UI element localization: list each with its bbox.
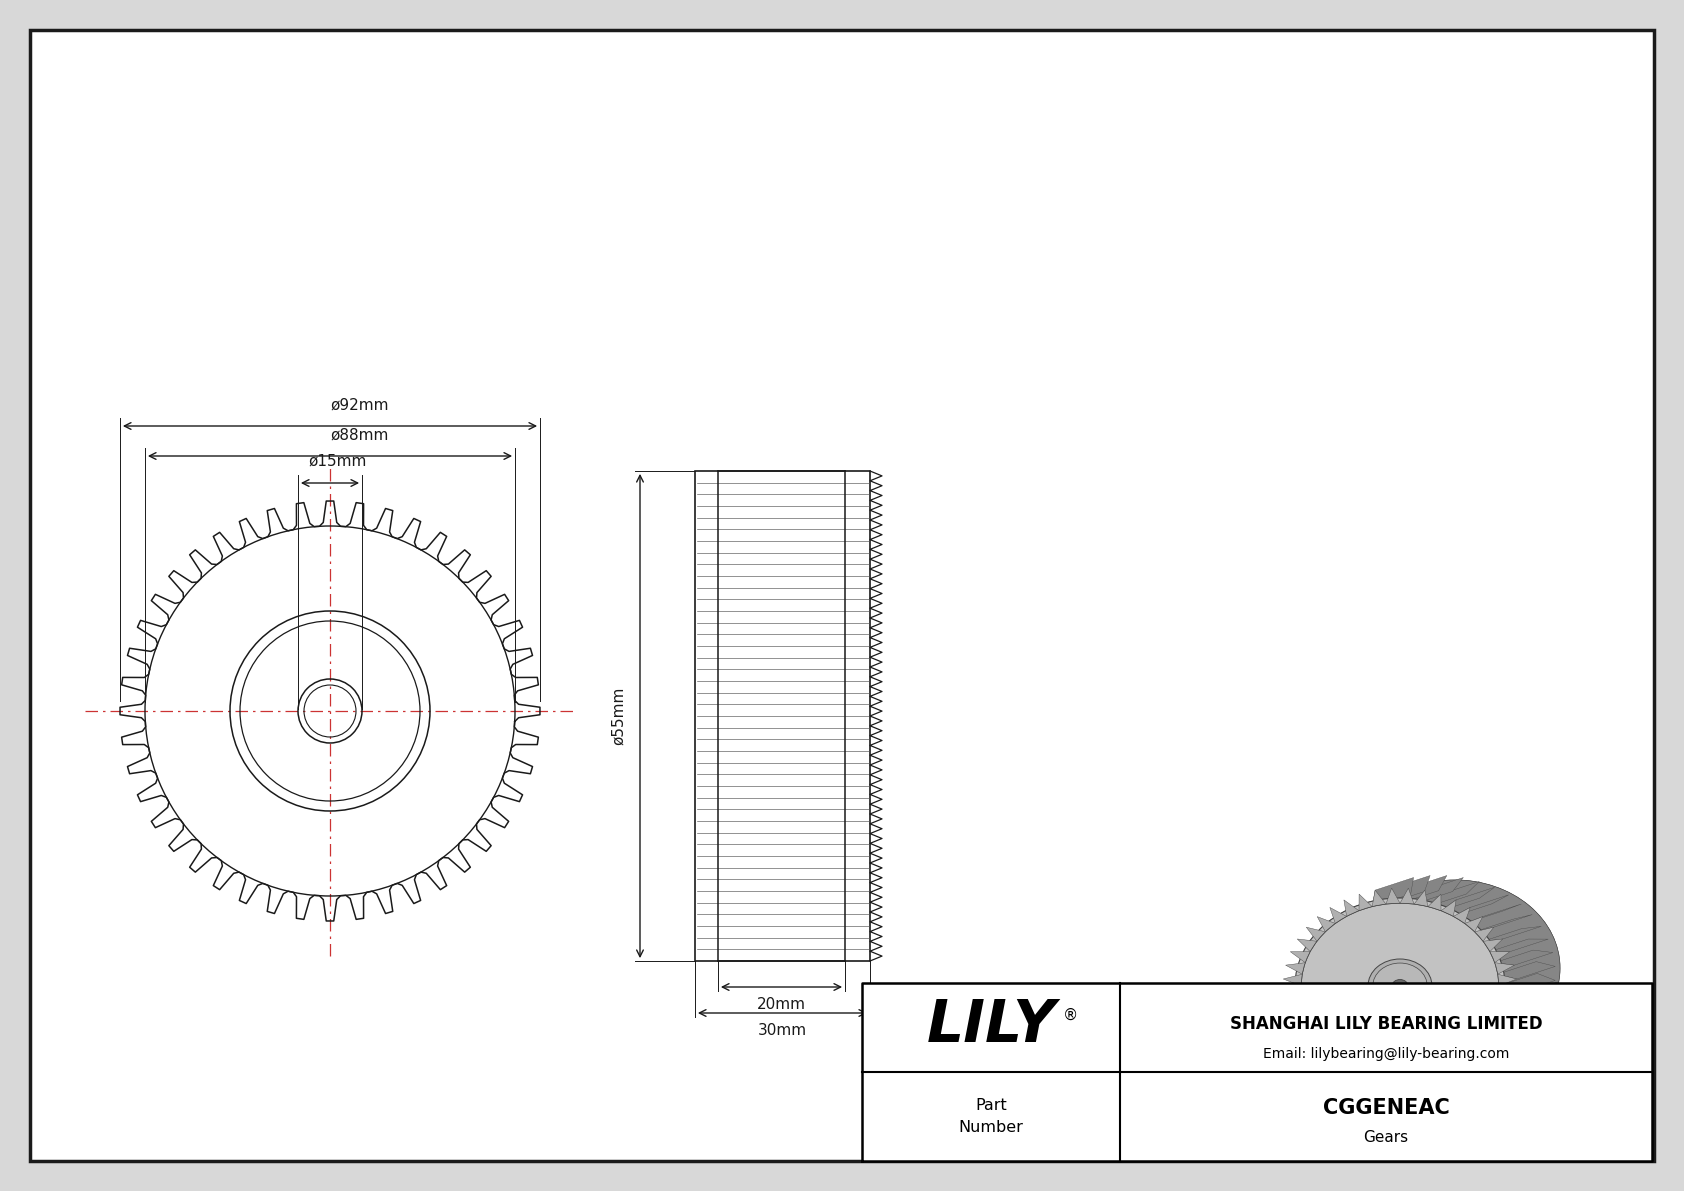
Polygon shape xyxy=(1297,939,1317,952)
Polygon shape xyxy=(1465,904,1521,923)
Text: ®: ® xyxy=(1063,1008,1078,1023)
Text: SHANGHAI LILY BEARING LIMITED: SHANGHAI LILY BEARING LIMITED xyxy=(1229,1015,1543,1033)
Polygon shape xyxy=(1490,952,1509,962)
Ellipse shape xyxy=(1393,979,1408,992)
Polygon shape xyxy=(1307,880,1559,999)
Text: Part
Number: Part Number xyxy=(958,1098,1024,1135)
Polygon shape xyxy=(1495,962,1514,974)
Text: Gears: Gears xyxy=(1364,1130,1408,1146)
Polygon shape xyxy=(1330,908,1347,923)
Polygon shape xyxy=(1290,1009,1310,1021)
Polygon shape xyxy=(1372,890,1386,906)
Polygon shape xyxy=(1453,908,1470,923)
Polygon shape xyxy=(1497,974,1517,986)
Text: LILY: LILY xyxy=(926,997,1056,1054)
Ellipse shape xyxy=(1372,964,1428,1009)
Bar xyxy=(695,470,871,961)
Polygon shape xyxy=(1290,952,1310,962)
Ellipse shape xyxy=(1351,880,1559,1056)
Polygon shape xyxy=(1386,888,1399,904)
Polygon shape xyxy=(1415,890,1428,906)
Polygon shape xyxy=(1415,878,1463,904)
Polygon shape xyxy=(1497,986,1517,998)
Text: Email: lilybearing@lily-bearing.com: Email: lilybearing@lily-bearing.com xyxy=(1263,1047,1509,1061)
Polygon shape xyxy=(1453,1048,1470,1065)
Polygon shape xyxy=(1484,1021,1502,1033)
Polygon shape xyxy=(1399,875,1447,903)
Text: ø15mm: ø15mm xyxy=(308,454,367,469)
Polygon shape xyxy=(1428,881,1480,906)
Polygon shape xyxy=(1285,962,1305,974)
Polygon shape xyxy=(1442,887,1495,911)
Polygon shape xyxy=(1399,1068,1415,1084)
Text: ø55mm: ø55mm xyxy=(611,687,626,746)
Polygon shape xyxy=(1442,1055,1457,1072)
Polygon shape xyxy=(1372,1066,1386,1081)
Polygon shape xyxy=(1359,1061,1372,1078)
Polygon shape xyxy=(1465,1040,1484,1055)
Polygon shape xyxy=(1495,950,1553,965)
Text: CGGENEAC: CGGENEAC xyxy=(1322,1098,1450,1118)
Polygon shape xyxy=(1283,986,1302,998)
Polygon shape xyxy=(1317,917,1335,931)
Polygon shape xyxy=(1428,1061,1442,1078)
Polygon shape xyxy=(1386,875,1430,904)
Ellipse shape xyxy=(1295,898,1505,1074)
Polygon shape xyxy=(1465,917,1484,931)
Polygon shape xyxy=(1344,900,1359,916)
Bar xyxy=(862,983,1652,1161)
Polygon shape xyxy=(1399,888,1415,904)
Polygon shape xyxy=(1490,939,1548,952)
Polygon shape xyxy=(1372,878,1413,906)
Polygon shape xyxy=(1307,1030,1325,1045)
Polygon shape xyxy=(1475,1030,1494,1045)
Polygon shape xyxy=(1359,894,1372,911)
Polygon shape xyxy=(1415,1066,1428,1081)
Ellipse shape xyxy=(1367,959,1431,1014)
Polygon shape xyxy=(1344,1055,1359,1072)
Text: 30mm: 30mm xyxy=(758,1023,807,1039)
Polygon shape xyxy=(1495,998,1514,1009)
Text: ø92mm: ø92mm xyxy=(330,397,389,412)
Polygon shape xyxy=(1428,894,1442,911)
Polygon shape xyxy=(1453,894,1509,916)
Polygon shape xyxy=(1484,927,1541,941)
Polygon shape xyxy=(1475,928,1494,941)
Polygon shape xyxy=(1490,1009,1509,1021)
Polygon shape xyxy=(1307,928,1325,941)
Polygon shape xyxy=(1442,900,1457,916)
Polygon shape xyxy=(1499,973,1556,993)
Polygon shape xyxy=(1497,961,1556,979)
Text: ø88mm: ø88mm xyxy=(330,428,389,442)
Polygon shape xyxy=(1297,1021,1317,1033)
Polygon shape xyxy=(1283,974,1302,986)
Polygon shape xyxy=(1484,939,1502,952)
Polygon shape xyxy=(1386,1068,1399,1084)
Polygon shape xyxy=(1285,998,1305,1009)
Polygon shape xyxy=(1475,915,1532,931)
Polygon shape xyxy=(1330,1048,1347,1065)
Polygon shape xyxy=(1317,1040,1335,1055)
Text: 20mm: 20mm xyxy=(758,997,807,1012)
